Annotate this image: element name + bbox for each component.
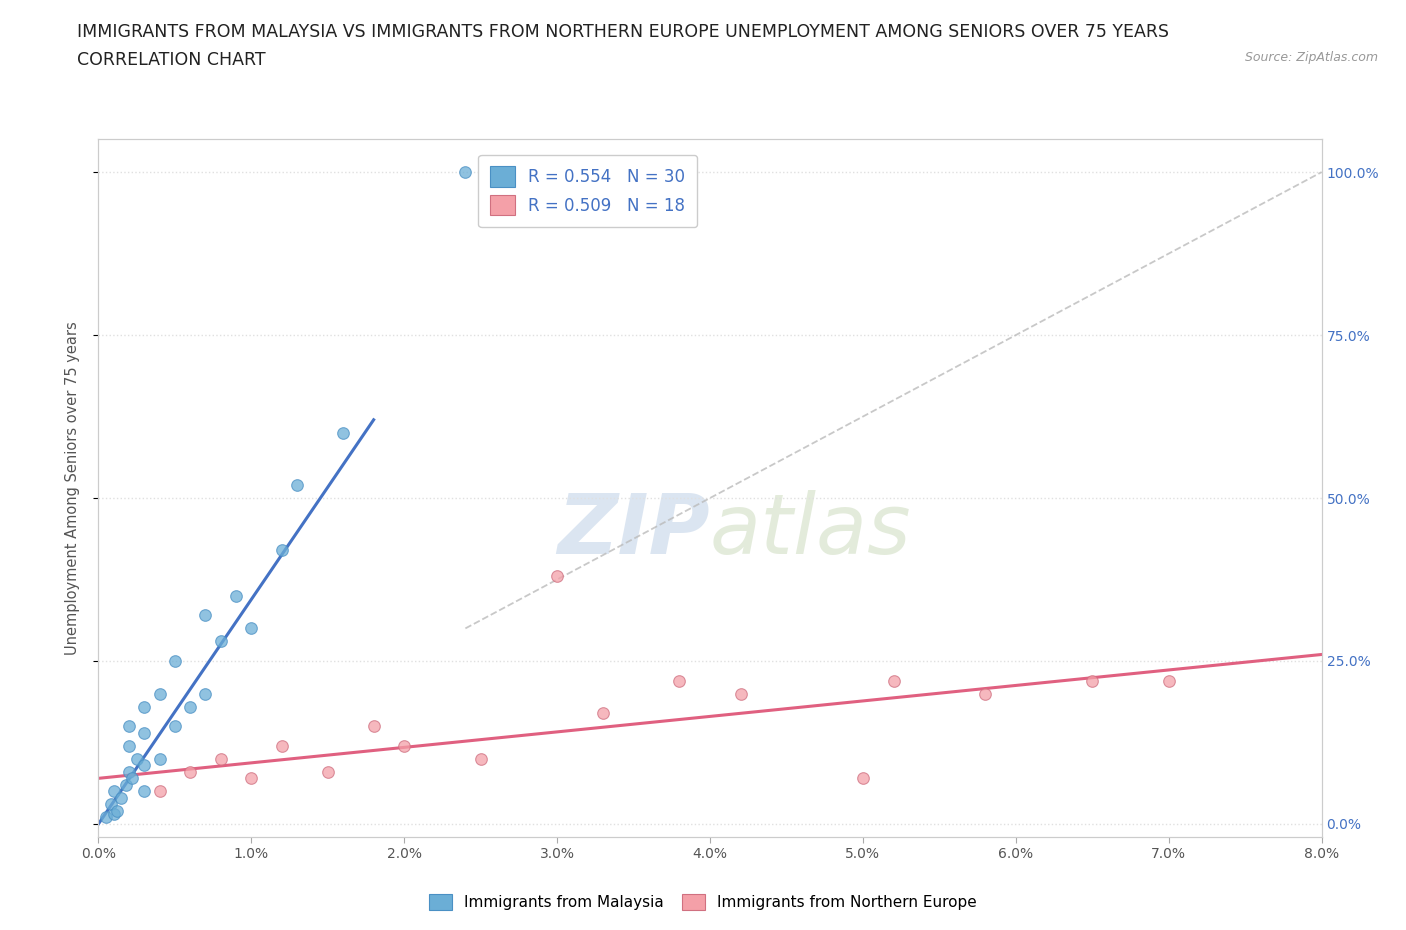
Text: ZIP: ZIP <box>557 489 710 571</box>
Point <box>285 477 308 492</box>
Point <box>852 771 875 786</box>
Text: CORRELATION CHART: CORRELATION CHART <box>77 51 266 69</box>
Point <box>225 589 247 604</box>
Point <box>1157 673 1180 688</box>
Point <box>94 810 117 825</box>
Point <box>316 764 339 779</box>
Text: atlas: atlas <box>710 489 911 571</box>
Point <box>163 654 186 669</box>
Point <box>668 673 690 688</box>
Point <box>110 790 132 805</box>
Point <box>209 634 232 649</box>
Point <box>134 758 156 773</box>
Point <box>118 719 141 734</box>
Point <box>883 673 905 688</box>
Legend: R = 0.554   N = 30, R = 0.509   N = 18: R = 0.554 N = 30, R = 0.509 N = 18 <box>478 154 697 227</box>
Point <box>332 425 354 440</box>
Legend: Immigrants from Malaysia, Immigrants from Northern Europe: Immigrants from Malaysia, Immigrants fro… <box>422 886 984 918</box>
Point <box>100 797 122 812</box>
Point <box>392 738 416 753</box>
Point <box>121 771 143 786</box>
Point <box>470 751 492 766</box>
Point <box>270 738 294 753</box>
Point <box>363 719 385 734</box>
Point <box>592 706 614 721</box>
Point <box>209 751 232 766</box>
Point <box>1081 673 1104 688</box>
Point <box>134 784 156 799</box>
Point <box>149 751 172 766</box>
Point <box>125 751 148 766</box>
Point <box>974 686 997 701</box>
Point <box>240 771 263 786</box>
Point <box>730 686 752 701</box>
Point <box>103 806 125 821</box>
Point <box>270 543 294 558</box>
Point <box>454 165 477 179</box>
Point <box>194 686 217 701</box>
Point <box>134 699 156 714</box>
Point <box>149 686 172 701</box>
Point <box>118 764 141 779</box>
Point <box>163 719 186 734</box>
Point <box>134 725 156 740</box>
Point <box>105 804 128 818</box>
Point <box>115 777 138 792</box>
Point <box>194 608 217 623</box>
Point <box>240 621 263 636</box>
Point <box>103 784 125 799</box>
Point <box>179 764 201 779</box>
Y-axis label: Unemployment Among Seniors over 75 years: Unemployment Among Seniors over 75 years <box>65 322 80 655</box>
Point <box>118 738 141 753</box>
Text: IMMIGRANTS FROM MALAYSIA VS IMMIGRANTS FROM NORTHERN EUROPE UNEMPLOYMENT AMONG S: IMMIGRANTS FROM MALAYSIA VS IMMIGRANTS F… <box>77 23 1170 41</box>
Point <box>546 569 568 584</box>
Point <box>149 784 172 799</box>
Text: Source: ZipAtlas.com: Source: ZipAtlas.com <box>1244 51 1378 64</box>
Point <box>179 699 201 714</box>
